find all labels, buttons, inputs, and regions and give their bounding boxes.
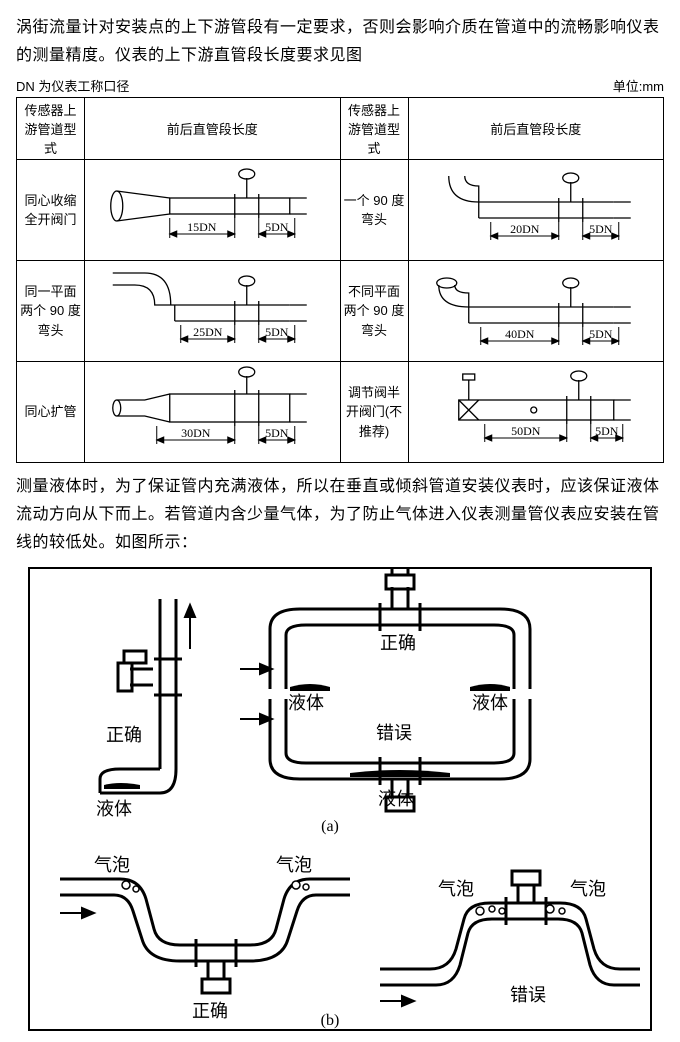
svg-text:(b): (b) bbox=[321, 1012, 340, 1029]
pipe-diagram: 30DN 5DN bbox=[85, 362, 341, 463]
svg-text:液体: 液体 bbox=[288, 693, 324, 713]
svg-text:液体: 液体 bbox=[378, 789, 414, 809]
row-label: 同心收缩全开阀门 bbox=[17, 160, 85, 261]
svg-text:错误: 错误 bbox=[376, 723, 412, 743]
svg-text:液体: 液体 bbox=[96, 799, 132, 819]
svg-text:25DN: 25DN bbox=[193, 325, 223, 339]
svg-text:气泡: 气泡 bbox=[94, 855, 130, 875]
svg-text:5DN: 5DN bbox=[265, 426, 289, 440]
requirements-table: 传感器上游管道型式 前后直管段长度 传感器上游管道型式 前后直管段长度 同心收缩… bbox=[16, 97, 664, 463]
table-row: 同一平面两个 90 度弯头 bbox=[17, 261, 664, 362]
pipe-diagram: 20DN 5DN bbox=[408, 160, 664, 261]
svg-text:15DN: 15DN bbox=[187, 220, 217, 234]
pipe-diagram: 25DN 5DN bbox=[85, 261, 341, 362]
pipe-diagram: 50DN 5DN bbox=[408, 362, 664, 463]
hdr-len-2: 前后直管段长度 bbox=[408, 98, 664, 160]
caption-right: 单位:mm bbox=[613, 76, 664, 95]
row-label: 不同平面两个 90 度弯头 bbox=[340, 261, 408, 362]
svg-text:气泡: 气泡 bbox=[570, 879, 606, 899]
svg-text:正确: 正确 bbox=[106, 725, 142, 745]
row-label: 一个 90 度弯头 bbox=[340, 160, 408, 261]
table-row: 同心扩管 30DN bbox=[17, 362, 664, 463]
hdr-len-1: 前后直管段长度 bbox=[85, 98, 341, 160]
svg-text:5DN: 5DN bbox=[589, 327, 613, 341]
svg-text:(a): (a) bbox=[321, 818, 339, 835]
intro-text: 涡街流量计对安装点的上下游管段有一定要求，否则会影响介质在管道中的流畅影响仪表的… bbox=[0, 0, 680, 76]
svg-text:5DN: 5DN bbox=[265, 220, 289, 234]
hdr-upstream-1: 传感器上游管道型式 bbox=[17, 98, 85, 160]
caption-left: DN 为仪表工称口径 bbox=[16, 76, 129, 95]
svg-text:20DN: 20DN bbox=[510, 222, 540, 236]
svg-text:5DN: 5DN bbox=[595, 424, 619, 438]
svg-text:正确: 正确 bbox=[380, 633, 416, 653]
svg-text:气泡: 气泡 bbox=[276, 855, 312, 875]
mid-text: 测量液体时，为了保证管内充满液体，所以在垂直或倾斜管道安装仪表时，应该保证液体流… bbox=[0, 463, 680, 563]
pipe-diagram: 15DN 5DN bbox=[85, 160, 341, 261]
svg-text:40DN: 40DN bbox=[505, 327, 535, 341]
hdr-upstream-2: 传感器上游管道型式 bbox=[340, 98, 408, 160]
row-label: 同心扩管 bbox=[17, 362, 85, 463]
figure-2: 正确 液体 正确 液体 bbox=[28, 567, 652, 1031]
table-caption: DN 为仪表工称口径 单位:mm bbox=[0, 76, 680, 97]
table-row: 同心收缩全开阀门 bbox=[17, 160, 664, 261]
svg-text:错误: 错误 bbox=[510, 985, 546, 1005]
svg-text:正确: 正确 bbox=[192, 1001, 228, 1021]
row-label: 同一平面两个 90 度弯头 bbox=[17, 261, 85, 362]
svg-text:5DN: 5DN bbox=[265, 325, 289, 339]
svg-text:30DN: 30DN bbox=[181, 426, 211, 440]
svg-text:气泡: 气泡 bbox=[438, 879, 474, 899]
row-label: 调节阀半开阀门(不推荐) bbox=[340, 362, 408, 463]
svg-text:50DN: 50DN bbox=[511, 424, 541, 438]
svg-text:液体: 液体 bbox=[472, 693, 508, 713]
svg-text:5DN: 5DN bbox=[589, 222, 613, 236]
pipe-diagram: 40DN 5DN bbox=[408, 261, 664, 362]
